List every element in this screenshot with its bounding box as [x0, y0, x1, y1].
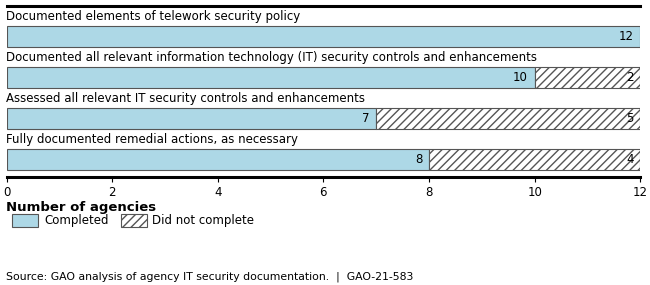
Text: 10: 10 [513, 71, 528, 84]
Text: 5: 5 [626, 112, 633, 125]
Bar [6, 26, 640, 47]
Text: 4: 4 [626, 153, 633, 166]
Text: 8: 8 [415, 153, 422, 166]
Text: Number of agencies: Number of agencies [6, 201, 157, 214]
Bar [534, 67, 640, 88]
Bar [376, 108, 640, 129]
Bar [6, 108, 376, 129]
Text: Fully documented remedial actions, as necessary: Fully documented remedial actions, as ne… [6, 133, 298, 146]
Bar [6, 67, 534, 88]
Bar [6, 149, 429, 170]
Text: Documented elements of telework security policy: Documented elements of telework security… [6, 10, 301, 23]
Legend: Completed, Did not complete: Completed, Did not complete [12, 214, 254, 227]
Text: Documented all relevant information technology (IT) security controls and enhanc: Documented all relevant information tech… [6, 51, 538, 64]
Text: 12: 12 [618, 30, 633, 43]
Text: Source: GAO analysis of agency IT security documentation.  |  GAO-21-583: Source: GAO analysis of agency IT securi… [6, 272, 414, 282]
Bar [429, 149, 640, 170]
Text: Assessed all relevant IT security controls and enhancements: Assessed all relevant IT security contro… [6, 92, 365, 105]
Text: 2: 2 [626, 71, 633, 84]
Text: 7: 7 [362, 112, 369, 125]
